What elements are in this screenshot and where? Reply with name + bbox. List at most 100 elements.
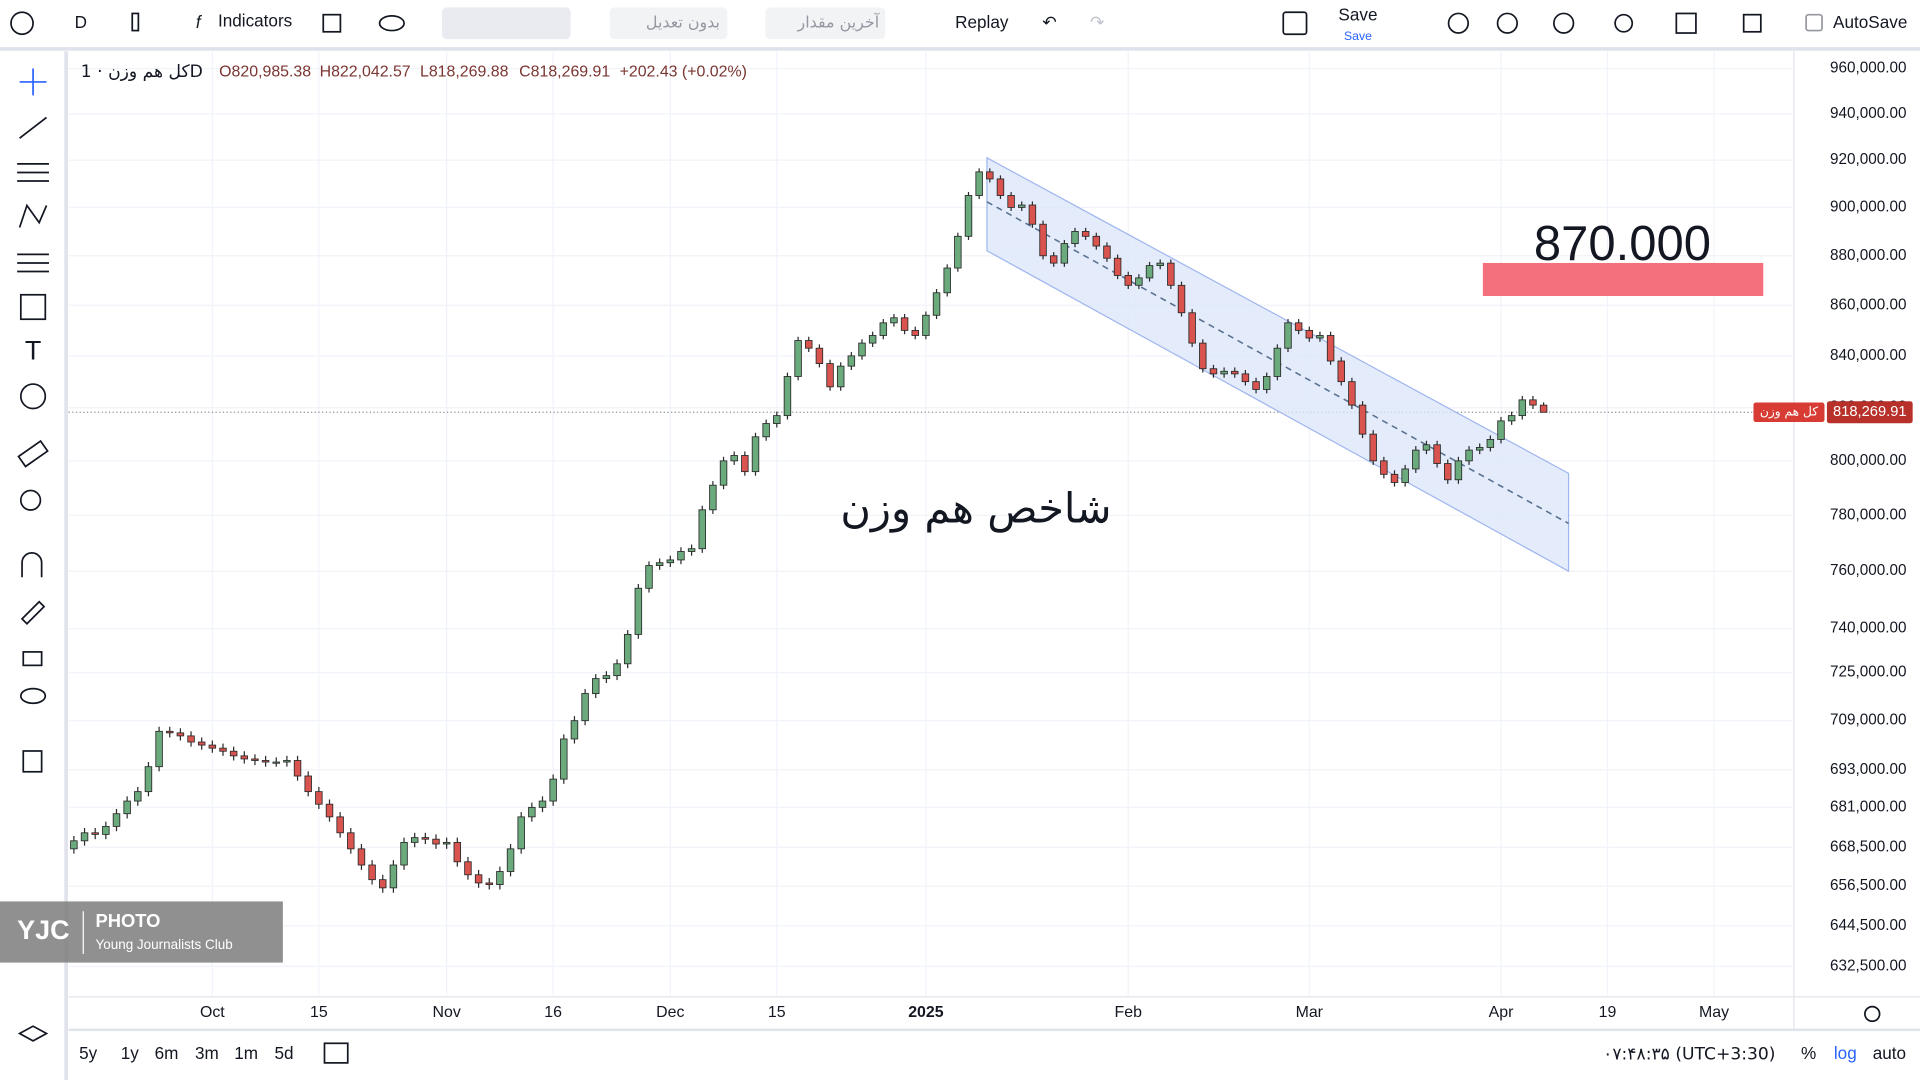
fullscreen-button[interactable] [1742,13,1762,33]
visibility-button[interactable] [378,15,405,32]
candle-body [1412,449,1420,470]
candle-body [474,874,483,884]
add-symbol-button[interactable] [10,11,34,36]
candle-body [91,832,99,835]
candle-body [1475,447,1484,451]
candle-body [1316,335,1324,339]
candle-body [634,587,643,635]
x-tick-label: Apr [1489,1004,1514,1021]
replay-button[interactable]: Replay [955,12,1009,32]
candle-body [1220,370,1228,375]
highlight-box[interactable] [1482,262,1764,296]
candle-body [1188,312,1196,344]
candle-body [954,235,962,269]
save-button[interactable]: Save [1338,4,1377,24]
candle-body [123,800,131,815]
candle-body [868,335,877,344]
candle-body [1028,204,1037,225]
candle-body [379,879,387,889]
layout-button[interactable] [1282,11,1308,36]
x-tick-label: May [1699,1004,1729,1021]
undo-button[interactable]: ↶ [1042,12,1056,32]
layouts-button[interactable] [322,13,342,33]
candle-body [325,803,334,818]
watermark-photo: PHOTO [96,910,161,931]
redo-button[interactable]: ↷ [1090,12,1104,32]
candle-body [442,841,451,845]
candle-body [900,317,909,331]
candle-body [655,562,664,566]
price-source-dropdown[interactable] [765,7,886,40]
candle-body [251,758,259,761]
save-sublabel: Save [1344,29,1372,43]
annotation-level[interactable]: 870.000 [1534,217,1711,271]
candle-body [1156,262,1164,267]
candle-body [1518,399,1527,417]
range-button[interactable]: 3m [195,1043,219,1063]
x-tick-label: 15 [310,1004,328,1021]
indicators-button[interactable]: Indicators [218,11,292,31]
annotation-text[interactable]: شاخص هم وزن [840,483,1111,533]
candle-body [613,663,621,677]
candle-body [1337,360,1345,383]
snapshot-button[interactable] [1675,12,1697,34]
chart-type-button[interactable] [131,12,140,32]
axis-settings[interactable] [1864,1005,1881,1023]
percent-toggle[interactable]: % [1801,1043,1816,1063]
theme-button[interactable] [1553,12,1575,34]
auto-toggle[interactable]: auto [1873,1043,1906,1063]
candle-body [1358,404,1367,435]
candle-body [1231,370,1239,375]
range-button[interactable]: 6m [155,1043,179,1063]
candle-body [773,415,781,424]
status-open: O820,985.38 [219,63,311,80]
range-button[interactable]: 1m [234,1043,258,1063]
candle-body [1262,376,1271,390]
range-button[interactable]: 5y [79,1043,98,1063]
symbol-tag-label: کل هم وزن [1760,405,1818,420]
candle-body [794,340,802,377]
y-tick-label: 725,000.00 [1830,664,1907,681]
candle-body [762,423,770,438]
candle-body [144,766,153,793]
log-toggle[interactable]: log [1834,1043,1857,1063]
settings-button[interactable] [1496,12,1518,34]
candle-body [1241,373,1250,383]
y-tick-label: 632,500.00 [1830,957,1907,974]
candle-body [315,791,323,805]
goto-date-button[interactable] [323,1042,349,1064]
candles [70,168,1548,893]
candle-body [464,861,472,876]
search-button[interactable] [442,7,571,40]
status-high: H822,042.57 [320,63,411,80]
watermark-brand: YJC [17,915,69,945]
adjustment-dropdown[interactable] [609,7,728,40]
candle-body [421,837,430,840]
range-button[interactable]: 1y [121,1043,140,1063]
x-tick-label: Mar [1296,1004,1324,1021]
drawing-tools[interactable]: T [17,68,49,1042]
share-button[interactable] [1614,13,1634,33]
candle-body [890,317,898,324]
candle-body [538,800,547,808]
alert-button[interactable] [1447,12,1470,34]
range-button[interactable]: 5d [275,1043,294,1063]
interval-button[interactable]: D [75,12,87,32]
candle-body [528,806,536,818]
candle-body [1167,262,1175,286]
autosave-checkbox[interactable] [1805,13,1823,32]
x-tick-label: Nov [433,1004,461,1021]
candle-body [698,509,706,550]
candle-body [1390,473,1399,483]
candle-body [208,744,217,749]
candle-body [922,314,930,336]
top-toolbar [0,0,1920,47]
y-tick-label: 693,000.00 [1830,761,1907,778]
candle-body [336,816,344,834]
y-tick-label: 681,000.00 [1830,798,1907,815]
candle-body [560,738,568,780]
candle-body [197,741,206,746]
watermark-name: Young Journalists Club [96,937,233,952]
